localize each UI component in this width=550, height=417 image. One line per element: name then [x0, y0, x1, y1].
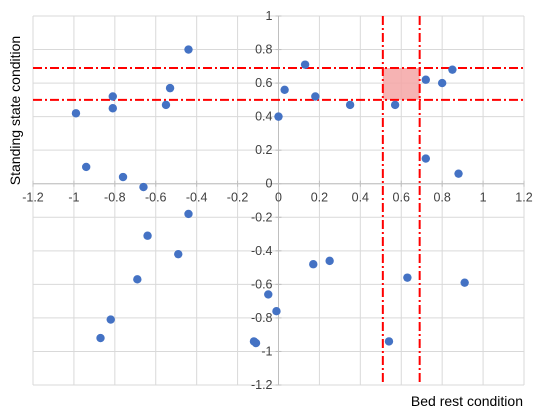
y-tick-label: -0.6 [251, 277, 273, 291]
data-point [421, 154, 430, 163]
data-point [403, 273, 412, 282]
data-point [143, 231, 152, 240]
data-point [437, 78, 447, 88]
x-tick-label: -0.4 [186, 191, 208, 205]
data-point [454, 169, 463, 178]
y-tick-label: -0.2 [251, 210, 273, 224]
data-points [71, 45, 469, 348]
x-tick-label: 0.8 [433, 191, 450, 205]
data-point [251, 338, 261, 348]
x-tick-label: 0.4 [352, 191, 369, 205]
data-point [264, 290, 273, 299]
x-tick-label: -0.8 [104, 191, 126, 205]
x-tick-label: 1.2 [515, 191, 532, 205]
y-tick-label: 0 [266, 177, 273, 191]
x-tick-label: -0.6 [145, 191, 167, 205]
y-tick-label: -1.2 [251, 378, 273, 392]
y-tick-label: 1 [266, 9, 273, 23]
x-tick-label: 0.2 [311, 191, 328, 205]
highlight-rect [382, 67, 420, 100]
data-point [71, 109, 81, 118]
data-point [174, 249, 183, 259]
data-point [300, 60, 310, 69]
data-point [311, 92, 320, 101]
x-axis-title: Bed rest condition [411, 393, 523, 409]
data-point [184, 209, 193, 219]
y-tick-label: -0.8 [251, 311, 273, 325]
x-tick-label: -0.2 [227, 191, 249, 205]
data-point [274, 112, 283, 121]
y-tick-label: -1 [261, 344, 272, 358]
data-point [448, 65, 457, 74]
data-point [161, 100, 171, 110]
data-point [184, 45, 193, 54]
data-point [384, 337, 394, 346]
y-tick-label: 0.8 [255, 43, 272, 57]
y-tick-label: 0.4 [255, 110, 272, 124]
data-point [309, 260, 318, 269]
y-tick-label: 0.2 [255, 143, 272, 157]
y-tick-label: 0.6 [255, 76, 272, 90]
data-point [345, 100, 355, 110]
axes [32, 15, 525, 386]
data-point [139, 182, 148, 192]
highlight-region [382, 67, 420, 100]
data-point [165, 83, 175, 93]
data-point [272, 307, 281, 316]
data-point [106, 315, 115, 324]
x-tick-label: -1 [68, 191, 79, 205]
x-tick-label: 0 [275, 191, 282, 205]
data-point [280, 85, 289, 95]
x-tick-label: -1.2 [22, 191, 44, 205]
data-point [108, 92, 117, 101]
data-point [81, 162, 91, 172]
data-point [390, 100, 400, 110]
data-point [118, 172, 128, 182]
x-tick-label: 0.6 [393, 191, 410, 205]
tick-labels: -1.2 -1 -0.8 -0.6 -0.4 -0.2 0 0.2 0.4 0.6 0.8 1 1.21… [22, 9, 533, 392]
x-tick-label: 1 [480, 191, 487, 205]
data-point [96, 333, 105, 343]
data-point [460, 278, 469, 287]
y-axis-title: Standing state condition [7, 36, 23, 185]
data-point [325, 256, 334, 266]
data-point [421, 75, 430, 84]
data-point [108, 104, 117, 113]
data-point [133, 275, 142, 284]
y-tick-label: -0.4 [251, 244, 273, 258]
